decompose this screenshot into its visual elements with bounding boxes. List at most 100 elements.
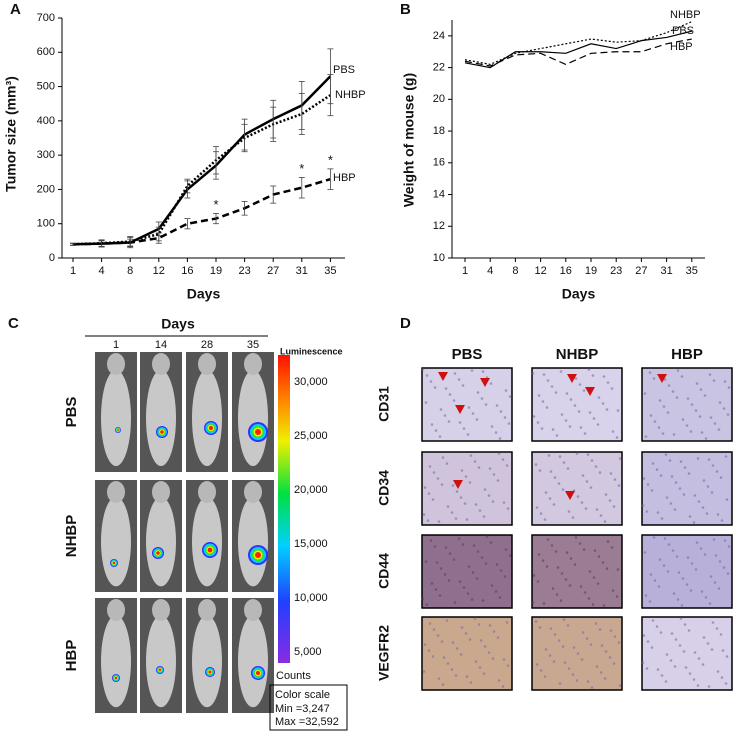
- nucleus: [536, 580, 540, 583]
- nucleus: [659, 631, 663, 634]
- nucleus: [482, 672, 486, 675]
- signal: [255, 670, 261, 676]
- nucleus: [704, 437, 708, 440]
- nucleus: [706, 642, 710, 645]
- nucleus: [506, 507, 510, 510]
- nucleus: [571, 673, 575, 676]
- nucleus: [650, 646, 654, 649]
- nucleus: [701, 663, 705, 666]
- nucleus: [680, 604, 684, 607]
- series-label: HBP: [670, 41, 693, 53]
- nucleus: [581, 474, 585, 477]
- nucleus: [532, 574, 536, 577]
- nucleus: [423, 486, 427, 489]
- scale-max: Max =32,592: [275, 716, 339, 728]
- nucleus: [559, 370, 563, 373]
- nucleus: [451, 641, 455, 644]
- tissue-image: [641, 616, 733, 691]
- y-tick-label: 0: [49, 252, 55, 264]
- mouse-body: [192, 496, 222, 587]
- nucleus: [580, 501, 584, 504]
- nucleus: [432, 471, 436, 474]
- nucleus: [505, 464, 509, 467]
- row-label: CD34: [376, 470, 392, 506]
- nucleus: [482, 515, 486, 518]
- nucleus: [462, 586, 466, 589]
- nucleus: [682, 493, 686, 496]
- nucleus: [711, 464, 715, 467]
- nucleus: [473, 460, 477, 463]
- nucleus: [556, 566, 560, 569]
- nucleus: [578, 542, 582, 545]
- nucleus: [543, 518, 547, 521]
- nucleus: [478, 666, 482, 669]
- nucleus: [452, 558, 456, 561]
- nucleus: [697, 500, 701, 503]
- nucleus: [443, 414, 447, 417]
- nucleus: [686, 556, 690, 559]
- nucleus: [726, 572, 730, 575]
- nucleus: [643, 551, 647, 554]
- series-label: NHBP: [670, 9, 701, 21]
- mouse-body: [238, 370, 268, 466]
- nucleus: [721, 649, 725, 652]
- nucleus: [481, 370, 485, 373]
- column-label: 35: [247, 339, 259, 351]
- nucleus: [657, 426, 661, 429]
- tissue-image: [641, 367, 733, 442]
- scale-min: Min =3,247: [275, 703, 330, 715]
- nucleus: [653, 579, 657, 582]
- nucleus: [719, 633, 723, 636]
- nucleus: [469, 454, 473, 457]
- nucleus: [447, 420, 451, 423]
- nucleus: [695, 382, 699, 385]
- nucleus: [551, 428, 555, 431]
- nucleus: [599, 514, 603, 517]
- nucleus: [478, 509, 482, 512]
- nucleus: [714, 554, 718, 557]
- colorbar: [278, 355, 290, 663]
- nucleus: [479, 639, 483, 642]
- nucleus: [727, 545, 731, 548]
- nucleus: [534, 620, 538, 623]
- nucleus: [617, 641, 621, 644]
- nucleus: [427, 649, 431, 652]
- nucleus: [706, 485, 710, 488]
- nucleus: [470, 598, 474, 601]
- nucleus: [675, 555, 679, 558]
- nucleus: [450, 668, 454, 671]
- marker-arrow: [565, 491, 575, 500]
- nucleus: [441, 456, 445, 459]
- nucleus: [703, 394, 707, 397]
- x-tick-label: 35: [686, 265, 698, 277]
- nucleus: [723, 380, 727, 383]
- nucleus: [662, 564, 666, 567]
- nucleus: [498, 596, 502, 599]
- nucleus: [699, 388, 703, 391]
- mouse-body: [101, 496, 131, 587]
- nucleus: [690, 562, 694, 565]
- nucleus: [641, 504, 645, 507]
- nucleus: [685, 583, 689, 586]
- nucleus: [461, 384, 465, 387]
- nucleus: [597, 555, 601, 558]
- nucleus: [585, 480, 589, 483]
- mouse-body: [146, 615, 176, 708]
- nucleus: [508, 395, 512, 398]
- nucleus: [547, 454, 551, 457]
- nucleus: [596, 582, 600, 585]
- tissue-image: [421, 616, 513, 691]
- nucleus: [564, 578, 568, 581]
- x-tick-label: 4: [487, 265, 493, 277]
- nucleus: [575, 452, 579, 455]
- y-tick-label: 12: [433, 220, 445, 232]
- nucleus: [605, 408, 609, 411]
- nucleus: [722, 566, 726, 569]
- signal: [117, 429, 119, 431]
- nucleus: [475, 418, 479, 421]
- nucleus: [546, 538, 550, 541]
- nucleus: [455, 647, 459, 650]
- nucleus: [480, 397, 484, 400]
- nucleus: [491, 500, 495, 503]
